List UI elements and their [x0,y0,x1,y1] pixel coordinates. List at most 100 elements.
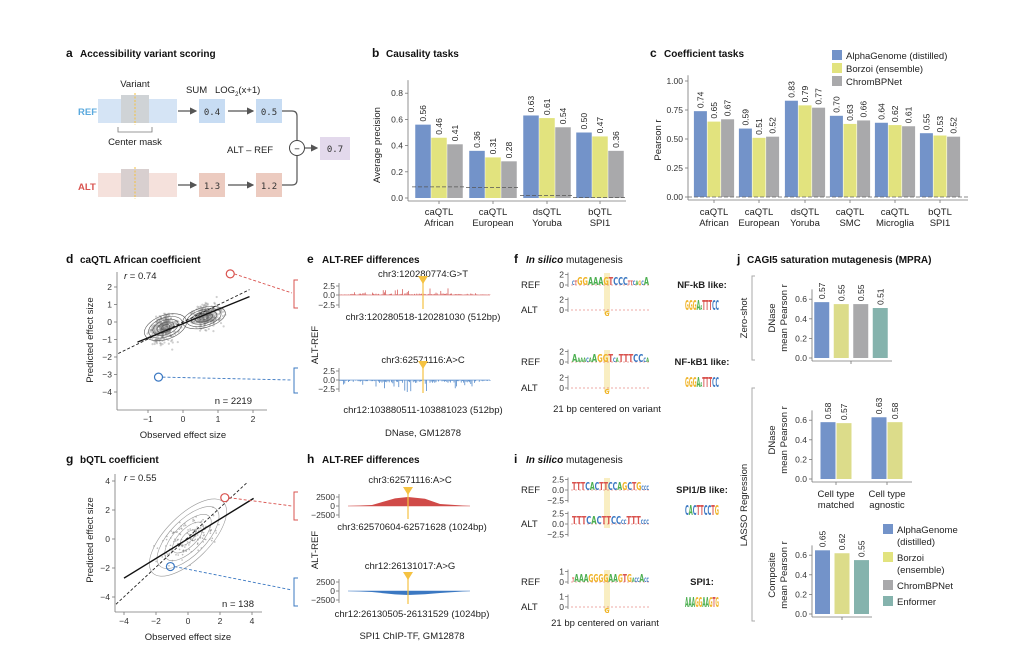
data-point [218,312,221,316]
data-point [156,547,159,549]
data-point [202,534,205,537]
y-axis-label: Predicted effect size [85,497,96,582]
logo-letter: A [632,577,635,584]
callout-line [162,376,293,381]
panel-title: Causality tasks [386,49,459,60]
data-point [161,343,164,346]
data-point [167,319,170,322]
data-point [153,329,156,332]
panel-letter: g [66,452,73,466]
logo-letter: T [599,480,604,493]
legend: AlphaGenome(distilled) Borzoi(ensemble) Ch… [883,524,958,608]
data-point [208,313,212,316]
legend-label: (distilled) [897,537,935,548]
logo-letter: T [700,504,704,519]
data-label: 0.79 [800,86,810,103]
data-point [161,335,164,338]
legend-label: AlphaGenome (distilled) [846,51,947,62]
logo-letter: G [699,596,703,611]
data-point [193,539,195,542]
logo-letter: A [644,275,649,288]
logo-letter: T [712,596,715,611]
panel-title: Coefficient tasks [664,49,744,60]
data-point [207,313,211,316]
legend-swatch [883,524,893,534]
data-point [202,518,204,521]
data-point [199,527,202,529]
data-point [156,338,159,341]
y-tick-label: 0 [559,577,564,587]
data-point [187,529,189,531]
y-tick-label: 0 [559,357,564,367]
x-tick-label: bQTL [588,207,612,218]
alt-row-label: ALT [521,383,538,394]
y-tick-label: 0.0 [323,290,335,300]
logo-letter: G [593,572,598,585]
motif-logo: GGGAATTTCC [685,376,719,391]
bar [693,111,707,197]
logo-letter: A [589,357,592,364]
data-point [210,309,214,312]
data-point [170,340,173,343]
y-tick-label: 1 [559,567,564,577]
data-label: 0.28 [504,142,514,159]
logo-letter: G [605,388,610,396]
r-symbol: r [124,271,128,282]
motif-label: SPI1/B like: [676,485,728,496]
data-point [179,533,182,536]
y-tick-label: 0.6 [795,294,807,304]
highlighted-point [165,561,175,572]
data-point [165,538,168,541]
data-point [208,314,212,318]
y-tick-label: −2.5 [318,384,335,394]
logo-letter: A [697,299,701,314]
ref-log-value: 0.5 [261,108,277,118]
data-point [202,317,205,320]
data-point [171,323,174,326]
x-axis-label: Observed effect size [145,632,231,643]
data-point [205,329,208,332]
x-tick-label: 4 [250,616,255,626]
data-label: 0.53 [935,116,945,133]
panel-title: ALT-REF differences [322,255,420,266]
data-point [196,318,199,321]
callout-bracket [293,279,298,309]
data-label: 0.36 [472,131,482,148]
data-point [197,549,199,551]
y-tick-label: −2 [100,563,110,573]
data-point [204,329,207,332]
data-label: 0.58 [823,402,833,419]
bar [707,121,721,197]
data-point [196,526,199,528]
y-axis-label: mean Pearson r [779,541,790,609]
logo-letter: C [644,577,647,584]
data-point [156,338,159,342]
data-point [182,549,184,552]
regression-line [123,497,254,579]
logo-letter: C [608,480,613,493]
data-point [176,340,179,344]
data-point [207,313,211,316]
panel-title: CAGI5 saturation mutagenesis (MPRA) [747,255,931,266]
data-point [212,312,215,315]
y-axis-label: ALT-REF [310,326,321,365]
data-point [159,342,162,345]
logo-letter: C [623,275,628,288]
callout-line [234,273,293,294]
track-caption: SPI1 ChIP-TF, GM12878 [359,631,464,642]
data-point [166,322,169,325]
data-point [196,542,199,544]
data-point [196,305,199,308]
x-tick-label: caQTL [836,207,865,218]
data-point [178,548,181,551]
data-point [214,317,217,320]
data-point [171,321,175,324]
data-point [200,307,204,310]
data-point [159,344,162,347]
density-contour [148,316,183,339]
data-point [155,560,157,563]
data-point [202,317,205,320]
data-point [188,317,191,321]
data-label: 0.47 [595,117,605,134]
